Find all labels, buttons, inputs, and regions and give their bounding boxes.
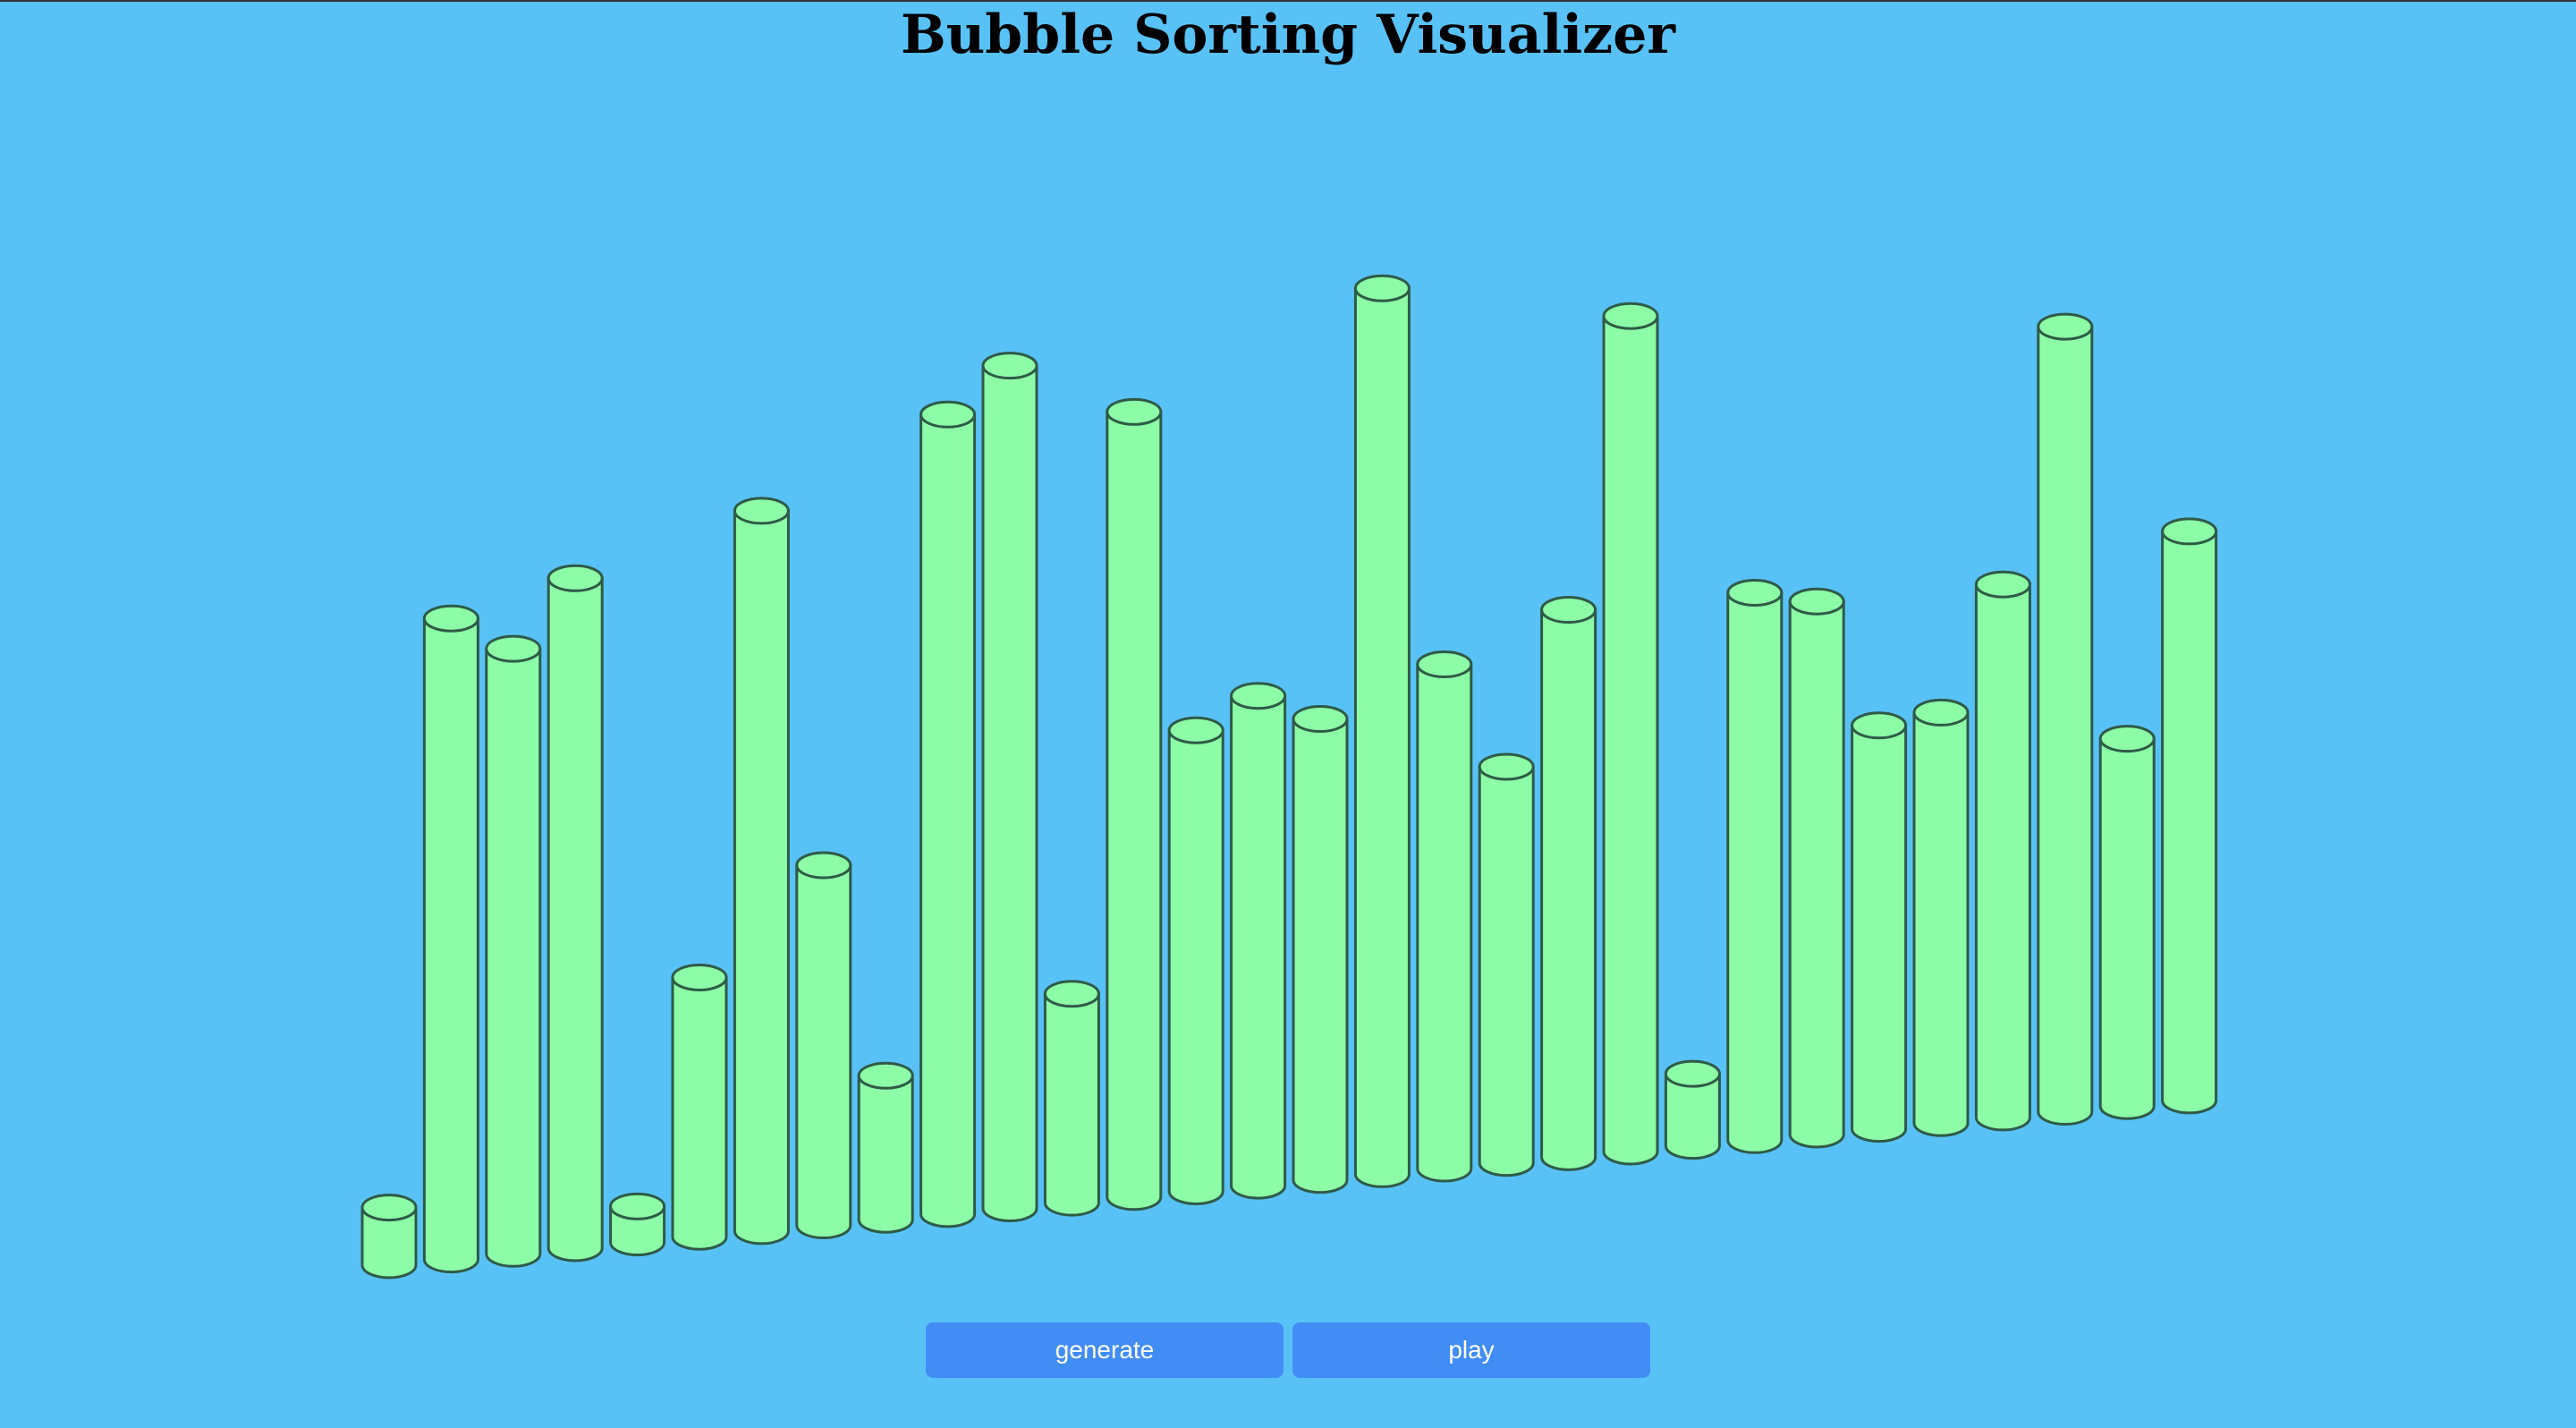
bar-top <box>422 604 479 633</box>
bar-top <box>1726 579 1784 607</box>
array-bar <box>671 963 728 1251</box>
bar-top <box>1540 596 1597 625</box>
bar-body <box>857 1074 914 1234</box>
bar-top <box>2037 312 2094 341</box>
array-bar <box>1540 596 1597 1171</box>
bar-top <box>1106 397 1163 426</box>
array-bar <box>1167 716 1224 1205</box>
bar-top <box>1851 711 1908 740</box>
bar-top <box>2161 517 2218 546</box>
bar-top <box>485 634 542 663</box>
bar-body <box>1540 608 1597 1171</box>
bar-top <box>360 1194 418 1222</box>
bar-top <box>981 352 1038 380</box>
bar-body <box>1788 599 1845 1149</box>
array-bar <box>919 400 977 1228</box>
bar-body <box>2098 737 2156 1120</box>
bar-body <box>1353 286 1411 1188</box>
bar-body <box>1167 728 1224 1205</box>
bar-top <box>1478 752 1535 781</box>
bar-body <box>1043 992 1100 1217</box>
bar-body <box>2161 530 2218 1115</box>
bar-body <box>1974 582 2031 1132</box>
bar-body <box>1106 410 1163 1211</box>
bar-top <box>1416 650 1473 679</box>
array-bar <box>1664 1059 1721 1160</box>
array-bar <box>1043 980 1100 1217</box>
array-bar <box>360 1194 418 1279</box>
array-bar <box>1788 587 1845 1149</box>
array-bar <box>733 497 790 1245</box>
array-bar <box>1353 274 1411 1188</box>
bar-body <box>1230 694 1287 1200</box>
bar-body <box>1664 1072 1721 1160</box>
bar-top <box>919 400 977 429</box>
array-bar <box>1416 650 1473 1183</box>
bar-top <box>1974 570 2031 599</box>
bar-top <box>1230 682 1287 710</box>
bar-top <box>1788 587 1845 616</box>
array-bar <box>1478 752 1535 1177</box>
bar-body <box>795 863 852 1240</box>
bar-top <box>733 497 790 525</box>
bar-body <box>919 412 977 1228</box>
play-button[interactable]: play <box>1292 1322 1650 1378</box>
array-bar <box>2098 725 2156 1120</box>
bar-body <box>1912 710 1970 1137</box>
bar-body <box>360 1206 418 1279</box>
array-bar <box>2161 517 2218 1115</box>
bar-top <box>609 1192 666 1220</box>
array-bar <box>981 352 1038 1222</box>
bar-body <box>671 975 728 1251</box>
bar-body <box>547 576 604 1262</box>
bar-body <box>1726 591 1784 1154</box>
bar-body <box>485 647 542 1268</box>
bar-body <box>1602 314 1659 1166</box>
array-bar <box>1292 705 1349 1194</box>
bar-top <box>671 963 728 991</box>
controls: generate play <box>926 1322 1650 1378</box>
bar-top <box>1912 698 1970 727</box>
array-bar <box>1230 682 1287 1200</box>
bar-body <box>2037 325 2094 1126</box>
array-bar <box>422 604 479 1274</box>
array-bar <box>1974 570 2031 1132</box>
page-title: Bubble Sorting Visualizer <box>900 4 1676 66</box>
array-bar <box>857 1061 914 1234</box>
bar-body <box>1292 718 1349 1194</box>
bar-body <box>1851 724 1908 1143</box>
bar-body <box>733 509 790 1245</box>
array-bar <box>1106 397 1163 1211</box>
generate-button[interactable]: generate <box>926 1322 1284 1378</box>
array-bar <box>547 564 604 1262</box>
array-bar <box>1726 579 1784 1154</box>
bar-top <box>547 564 604 592</box>
array-bar <box>1851 711 1908 1143</box>
bar-top <box>1292 705 1349 734</box>
bar-body <box>981 364 1038 1222</box>
array-bar <box>795 851 852 1240</box>
array-bar <box>1912 698 1970 1137</box>
bar-body <box>1416 663 1473 1183</box>
bar-body <box>422 616 479 1274</box>
array-bar <box>1602 302 1659 1166</box>
array-bar <box>2037 312 2094 1126</box>
bar-top <box>795 851 852 880</box>
bar-body <box>1478 765 1535 1177</box>
bar-top <box>1664 1059 1721 1088</box>
bar-top <box>2098 725 2156 753</box>
bar-top <box>1167 716 1224 744</box>
bar-top <box>1043 980 1100 1008</box>
array-bar <box>485 634 542 1268</box>
bar-top <box>857 1061 914 1090</box>
bar-top <box>1602 302 1659 330</box>
array-bar <box>609 1192 666 1257</box>
bar-top <box>1353 274 1411 302</box>
